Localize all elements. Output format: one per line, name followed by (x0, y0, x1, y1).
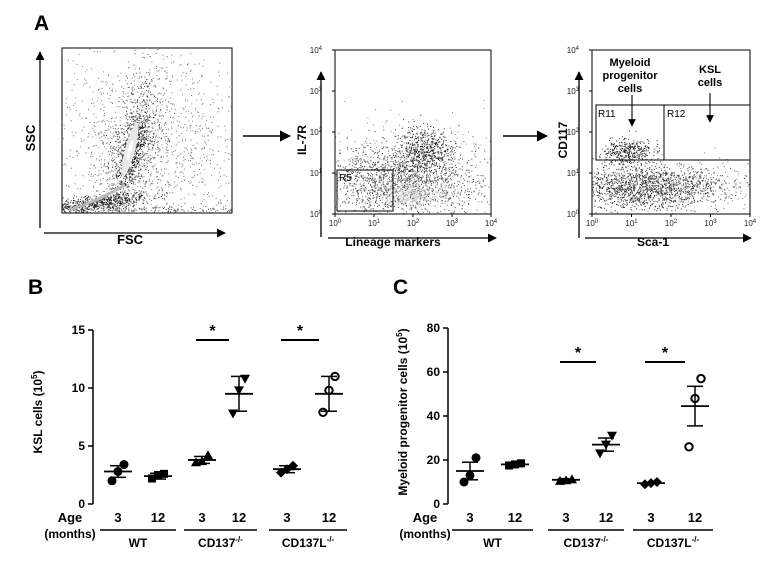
plot2-events (335, 100, 491, 214)
flow-plot-ssc-fsc: SSC FSC (23, 47, 233, 247)
flow-plot-cd117-sca1: R11 R12 Myeloid progenitor cells KSL cel… (556, 46, 757, 249)
x-tick-label: 101 (625, 219, 638, 228)
plot2-y-label: IL-7R (295, 125, 309, 155)
data-point (119, 460, 129, 470)
data-point (203, 450, 213, 460)
y-tick-label: 101 (567, 169, 580, 178)
plot1-y-label: SSC (23, 124, 38, 151)
panel-c-letter: C (393, 276, 408, 299)
y-axis-label: Myeloid progenitor cells (105) (395, 328, 410, 495)
x-tick-label: 102 (407, 219, 420, 228)
y-tick-label: 80 (427, 321, 441, 335)
plot3-events (592, 130, 750, 214)
age-label: Age (58, 510, 83, 525)
group-label: CD137L-/- (647, 535, 700, 550)
myeloid-annotation-line3: cells (618, 83, 642, 95)
x-tick-label: 100 (329, 219, 342, 228)
age-tick-label: 3 (466, 510, 473, 525)
age-tick-label: 3 (647, 510, 654, 525)
ksl-annotation-line1: KSL (699, 64, 721, 76)
months-label: (months) (399, 527, 450, 541)
y-tick-label: 60 (427, 365, 441, 379)
y-tick-label: 104 (310, 46, 323, 55)
age-tick-label: 3 (198, 510, 205, 525)
group-label: CD137-/- (198, 535, 243, 550)
plot2-x-label: Lineage markers (345, 235, 441, 249)
plot3-x-label: Sca-1 (637, 235, 669, 249)
group-label: WT (129, 536, 148, 550)
age-tick-label: 3 (114, 510, 121, 525)
x-tick-label: 104 (744, 219, 757, 228)
plot1-x-label: FSC (117, 232, 144, 247)
plot3-ticks: 100 100 101 101 102 102 103 103 104 104 (567, 46, 757, 228)
data-point (696, 373, 706, 384)
group-label: CD137L-/- (282, 535, 335, 550)
months-label: (months) (44, 527, 95, 541)
age-tick-label: 12 (151, 510, 165, 525)
myeloid-progenitor-chart: 0 20 40 60 80 Myeloid progenitor cells (105) *… (395, 321, 713, 550)
data-point (107, 476, 117, 486)
significance-star: * (209, 323, 216, 340)
x-tick-label: 101 (368, 219, 381, 228)
significance-star: * (575, 345, 582, 362)
gate-r12-label: R12 (667, 109, 686, 120)
myeloid-annotation-line2: progenitor (603, 70, 659, 82)
age-tick-label: 12 (508, 510, 522, 525)
age-label: Age (413, 510, 438, 525)
panel-b-letter: B (28, 276, 43, 299)
group-label: WT (483, 536, 502, 550)
y-tick-label: 0 (78, 497, 85, 511)
ksl-cells-chart: 0 5 10 15 KSL cells (105) * * Age (months) 3 12 3 12… (30, 323, 347, 550)
plot1-events (62, 48, 232, 213)
y-tick-label: 102 (567, 128, 580, 137)
plot3-y-label: CD117 (556, 121, 570, 158)
y-tick-label: 104 (567, 46, 580, 55)
significance-star: * (662, 345, 669, 362)
y-tick-label: 5 (78, 439, 85, 453)
x-tick-label: 102 (665, 219, 678, 228)
gate-r5-label: R5 (339, 173, 352, 184)
age-tick-label: 12 (232, 510, 246, 525)
y-tick-label: 10 (72, 381, 86, 395)
data-point (318, 407, 328, 418)
y-tick-label: 20 (427, 453, 441, 467)
y-tick-label: 100 (567, 210, 580, 219)
data-point (471, 453, 481, 463)
data-point (607, 431, 617, 441)
data-point (517, 459, 525, 468)
age-tick-label: 12 (688, 510, 702, 525)
y-tick-label: 15 (72, 323, 86, 337)
gate-r12 (663, 104, 751, 161)
x-tick-label: 100 (586, 219, 599, 228)
x-tick-label: 103 (446, 219, 459, 228)
x-tick-label: 103 (704, 219, 717, 228)
significance-star: * (297, 323, 304, 340)
y-tick-label: 103 (567, 87, 580, 96)
panel-a-letter: A (34, 12, 49, 35)
data-point (684, 442, 694, 452)
y-tick-label: 40 (427, 409, 441, 423)
gate-r11-label: R11 (598, 109, 616, 120)
age-tick-label: 3 (283, 510, 290, 525)
ksl-annotation-line2: cells (698, 77, 722, 89)
age-tick-label: 3 (562, 510, 569, 525)
age-tick-label: 12 (599, 510, 613, 525)
data-point (505, 461, 513, 470)
gate-r5 (336, 169, 394, 212)
group-label: CD137-/- (564, 535, 609, 550)
y-axis-label: KSL cells (105) (30, 371, 45, 454)
plot3-frame (591, 49, 751, 215)
myeloid-annotation-line1: Myeloid (610, 57, 651, 69)
age-tick-label: 12 (322, 510, 336, 525)
y-tick-label: 0 (433, 497, 440, 511)
x-tick-label: 104 (485, 219, 498, 228)
